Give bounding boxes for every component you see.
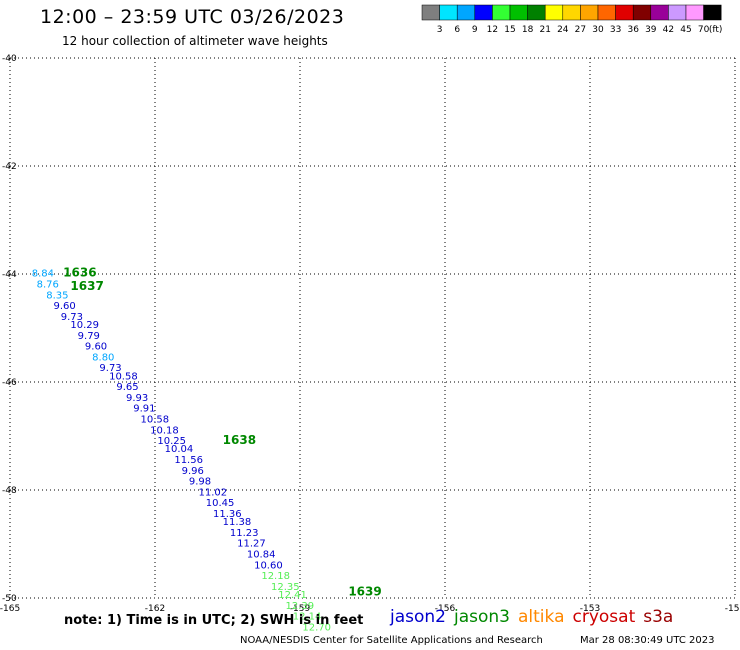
wave-height-point: 12.18 (261, 571, 290, 582)
colorbar-label: 12 (487, 25, 498, 35)
time-label: 1636 (63, 266, 96, 280)
x-tick-label: -165 (0, 604, 20, 614)
y-tick-label: -40 (2, 54, 17, 64)
x-tick-label: -159 (290, 604, 311, 614)
wave-height-point: 10.29 (70, 320, 99, 331)
wave-height-point: 11.27 (237, 539, 266, 550)
wave-height-point: 10.18 (150, 425, 179, 436)
wave-height-point: 11.38 (223, 517, 252, 528)
colorbar-label: 39 (645, 25, 657, 35)
time-label: 1638 (223, 433, 256, 447)
colorbar-label: 9 (472, 25, 478, 35)
colorbar-label: 15 (504, 25, 515, 35)
wave-height-point: 10.58 (141, 415, 170, 426)
wave-height-point: 8.84 (32, 269, 54, 280)
satellite-legend: jason2 jason3 altika cryosat s3a (390, 607, 681, 627)
y-tick-label: -42 (2, 162, 17, 172)
colorbar-label: 3 (437, 25, 443, 35)
wave-height-point: 9.96 (182, 466, 204, 477)
chart-subtitle: 12 hour collection of altimeter wave hei… (62, 34, 328, 48)
x-tick-label: -150 (725, 604, 740, 614)
colorbar-label: 70 (698, 25, 710, 35)
colorbar-label: 6 (454, 25, 460, 35)
wave-height-point: 10.60 (254, 560, 283, 571)
generation-timestamp: Mar 28 08:30:49 UTC 2023 (580, 635, 715, 646)
wave-height-point: 9.73 (99, 363, 121, 374)
wave-height-point: 9.98 (189, 477, 211, 488)
colorbar-label: 36 (627, 25, 639, 35)
y-tick-label: -50 (2, 594, 17, 604)
wave-height-point: 11.56 (174, 455, 203, 466)
grid-lines (9, 57, 736, 599)
wave-height-point: 9.79 (78, 331, 100, 342)
wave-height-point: 9.65 (116, 382, 138, 393)
y-tick-label: -44 (2, 270, 17, 280)
wave-height-point: 10.84 (247, 550, 276, 561)
wave-height-point: 12.39 (286, 601, 315, 612)
wave-height-point: 11.36 (213, 509, 242, 520)
wave-height-point: 9.60 (85, 342, 107, 353)
y-tick-label: -46 (2, 378, 17, 388)
x-tick-label: -156 (435, 604, 456, 614)
wave-height-point: 10.04 (165, 444, 194, 455)
colorbar-unit: (ft) (709, 25, 723, 35)
wave-height-point: 8.76 (37, 280, 59, 291)
wave-height-point: 11.02 (199, 487, 228, 498)
wave-height-point: 12.70 (302, 622, 331, 633)
y-tick-label: -48 (2, 486, 17, 496)
color-scale-legend: 3 6 9 12 15 18 21 24 27 30 33 36 39 42 45 70 (ft) (421, 4, 723, 35)
legend-jason3: jason3 (454, 607, 510, 627)
footnote: note: 1) Time is in UTC; 2) SWH is in fe… (64, 613, 364, 628)
wave-height-point: 12.41 (278, 590, 307, 601)
x-tick-label: -162 (145, 604, 165, 614)
colorbar-label: 27 (575, 25, 586, 35)
colorbar-label: 24 (557, 25, 569, 35)
wave-height-point: 9.91 (133, 404, 155, 415)
wave-height-point: 11.23 (230, 528, 259, 539)
wave-height-point: 10.25 (157, 436, 186, 447)
credit-line: NOAA/NESDIS Center for Satellite Applica… (240, 635, 543, 646)
wave-height-point: 10.58 (109, 371, 138, 382)
wave-height-point: 9.93 (126, 393, 148, 404)
colorbar-label: 45 (680, 25, 691, 35)
legend-jason2: jason2 (390, 607, 446, 627)
x-tick-label: -153 (580, 604, 600, 614)
colorbar-label: 30 (592, 25, 604, 35)
wave-height-point: 12.14 (293, 612, 322, 623)
colorbar-label: 18 (522, 25, 534, 35)
time-label: 1637 (70, 279, 103, 293)
chart-title: 12:00 – 23:59 UTC 03/26/2023 (40, 6, 345, 28)
legend-s3a: s3a (643, 607, 674, 627)
wave-height-point: 12.35 (271, 582, 300, 593)
colorbar-label: 21 (539, 25, 550, 35)
wave-height-point: 10.45 (206, 498, 235, 509)
wave-height-point: 8.35 (46, 290, 68, 301)
colorbar-label: 33 (610, 25, 621, 35)
colorbar-label: 42 (663, 25, 674, 35)
wave-height-point: 9.60 (54, 301, 76, 312)
time-label: 1639 (348, 584, 381, 598)
data-points: 8.848.768.359.609.7310.299.799.608.809.7… (32, 269, 331, 634)
legend-altika: altika (518, 607, 565, 627)
wave-height-point: 9.73 (61, 312, 83, 323)
colorbar-swatch (703, 4, 722, 21)
wave-height-point: 8.80 (92, 352, 114, 363)
axis-tick-labels: -165 -162 -159 -156 -153 -150 -40 -42 -44 -46 -48 -… (0, 54, 740, 614)
legend-cryosat: cryosat (572, 607, 636, 627)
